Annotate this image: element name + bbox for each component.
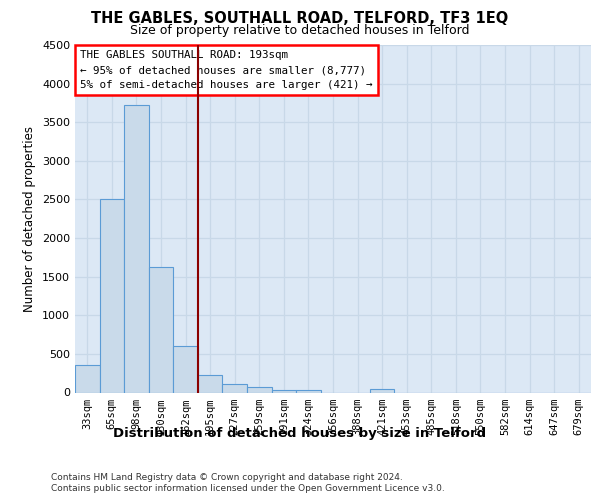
Text: Contains public sector information licensed under the Open Government Licence v3: Contains public sector information licen… xyxy=(51,484,445,493)
Text: THE GABLES, SOUTHALL ROAD, TELFORD, TF3 1EQ: THE GABLES, SOUTHALL ROAD, TELFORD, TF3 … xyxy=(91,11,509,26)
Bar xyxy=(173,346,198,393)
Bar xyxy=(223,384,247,392)
Bar xyxy=(296,390,321,392)
Bar xyxy=(149,266,173,392)
Y-axis label: Number of detached properties: Number of detached properties xyxy=(23,126,37,312)
Bar xyxy=(75,365,100,392)
Bar xyxy=(370,388,394,392)
Bar xyxy=(247,388,272,392)
Bar xyxy=(100,198,124,392)
Bar xyxy=(198,375,223,392)
Bar xyxy=(272,390,296,392)
Text: Contains HM Land Registry data © Crown copyright and database right 2024.: Contains HM Land Registry data © Crown c… xyxy=(51,472,403,482)
Text: THE GABLES SOUTHALL ROAD: 193sqm
← 95% of detached houses are smaller (8,777)
5%: THE GABLES SOUTHALL ROAD: 193sqm ← 95% o… xyxy=(80,50,373,90)
Text: Size of property relative to detached houses in Telford: Size of property relative to detached ho… xyxy=(130,24,470,37)
Bar xyxy=(124,105,149,393)
Text: Distribution of detached houses by size in Telford: Distribution of detached houses by size … xyxy=(113,428,487,440)
